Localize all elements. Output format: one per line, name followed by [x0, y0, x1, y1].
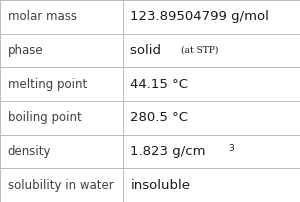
Text: insoluble: insoluble — [130, 179, 190, 192]
Text: 3: 3 — [228, 144, 234, 153]
Text: melting point: melting point — [8, 78, 87, 91]
Text: 44.15 °C: 44.15 °C — [130, 78, 188, 91]
Text: 123.89504799 g/mol: 123.89504799 g/mol — [130, 10, 269, 23]
Text: phase: phase — [8, 44, 43, 57]
Text: density: density — [8, 145, 51, 158]
Text: molar mass: molar mass — [8, 10, 76, 23]
Text: solid: solid — [130, 44, 170, 57]
Text: (at STP): (at STP) — [182, 46, 219, 55]
Text: boiling point: boiling point — [8, 111, 81, 124]
Text: solubility in water: solubility in water — [8, 179, 113, 192]
Text: 1.823 g/cm: 1.823 g/cm — [130, 145, 206, 158]
Text: 280.5 °C: 280.5 °C — [130, 111, 188, 124]
